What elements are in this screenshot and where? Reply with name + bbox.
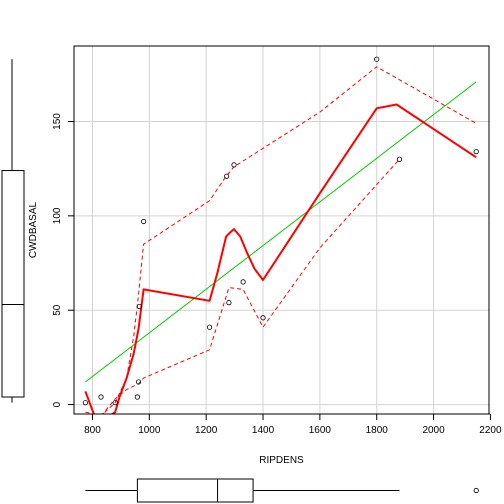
x-tick-label: 1400 bbox=[252, 425, 275, 436]
plot-frame bbox=[73, 45, 490, 415]
x-tick-label: 800 bbox=[84, 425, 101, 436]
x-marginal-boxplot bbox=[85, 478, 479, 503]
data-point bbox=[260, 315, 266, 321]
data-point bbox=[473, 149, 479, 155]
y-axis-title: CWDBASAL bbox=[28, 202, 39, 259]
smooth-line-path bbox=[84, 103, 477, 414]
data-point bbox=[98, 394, 104, 400]
data-point bbox=[135, 379, 142, 385]
confidence-bands bbox=[85, 66, 477, 414]
data-point bbox=[231, 162, 237, 168]
data-point bbox=[134, 394, 140, 400]
data-points bbox=[82, 56, 479, 406]
smooth-fit-line bbox=[84, 103, 477, 414]
x-box-body bbox=[136, 478, 254, 503]
data-point bbox=[240, 279, 246, 285]
data-point bbox=[141, 218, 147, 225]
grid-lines bbox=[74, 46, 489, 414]
regression-line bbox=[85, 81, 477, 383]
y-tick-label: 0 bbox=[52, 401, 63, 407]
y-axis: 0 50 100 150 bbox=[52, 113, 75, 407]
data-point bbox=[206, 324, 213, 330]
x-tick-label: 1200 bbox=[195, 425, 218, 436]
regression-line-path bbox=[85, 81, 477, 383]
y-tick-label: 100 bbox=[52, 207, 63, 224]
data-point bbox=[112, 400, 118, 406]
x-box-outlier bbox=[473, 487, 479, 494]
data-point bbox=[396, 156, 403, 162]
y-tick-label: 150 bbox=[52, 113, 63, 130]
data-point bbox=[136, 303, 142, 310]
x-tick-label: 1600 bbox=[309, 425, 332, 436]
upper-band-line bbox=[85, 66, 477, 414]
data-point bbox=[374, 56, 380, 62]
data-point bbox=[226, 300, 232, 306]
data-point bbox=[82, 400, 88, 406]
y-tick-label: 50 bbox=[52, 304, 63, 316]
x-axis-title: RIPDENS bbox=[259, 455, 304, 466]
x-tick-label: 2000 bbox=[422, 425, 445, 436]
y-box-body bbox=[1, 170, 25, 398]
x-tick-label: 2200 bbox=[479, 425, 502, 436]
x-axis: 800 1000 1200 1400 1600 1800 2000 2200 bbox=[84, 413, 502, 436]
lower-band-line bbox=[101, 158, 400, 414]
y-marginal-boxplot bbox=[1, 59, 25, 403]
x-tick-label: 1000 bbox=[138, 425, 161, 436]
x-tick-label: 1800 bbox=[366, 425, 389, 436]
data-point bbox=[224, 173, 230, 179]
